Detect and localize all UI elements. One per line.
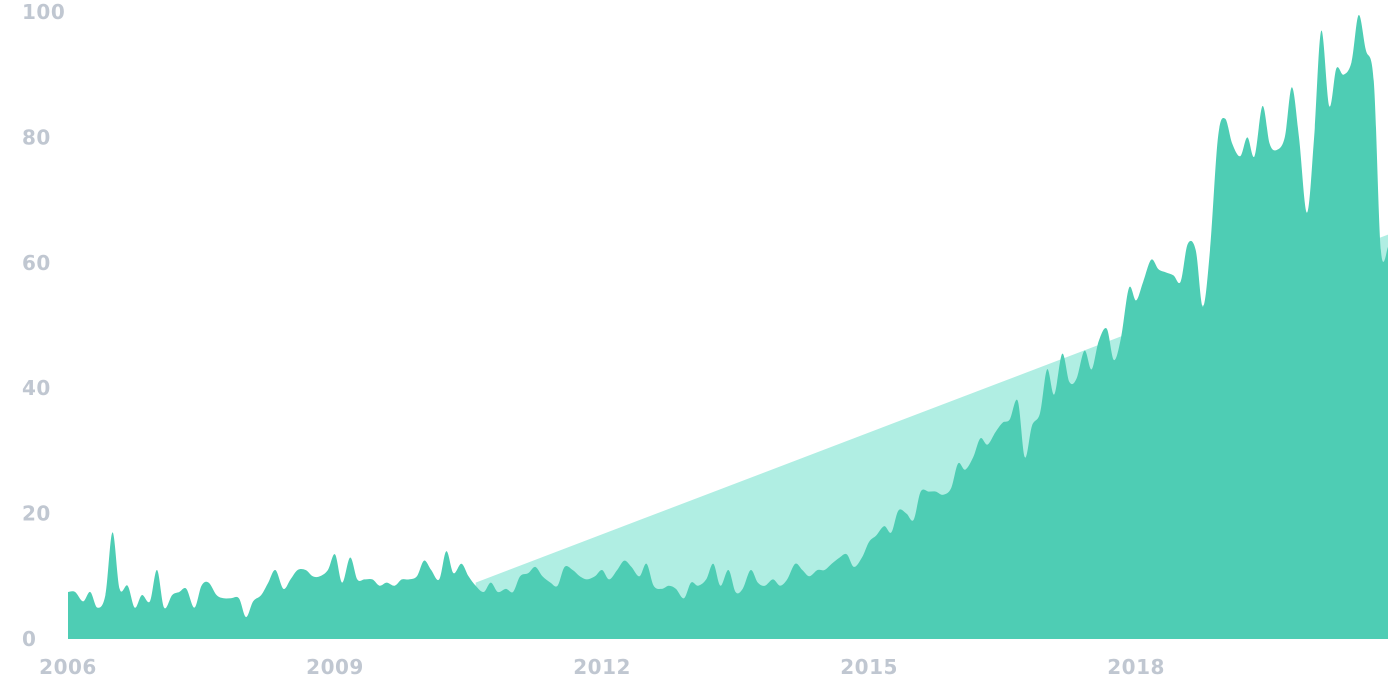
plot-area <box>68 15 1388 640</box>
y-tick-label: 0 <box>22 627 36 651</box>
series-area <box>68 15 1388 640</box>
x-tick-label: 2018 <box>1107 655 1165 679</box>
x-tick-label: 2009 <box>306 655 364 679</box>
x-axis: 2006 2009 2012 2015 2018 <box>39 655 1165 679</box>
y-tick-label: 60 <box>22 251 51 275</box>
y-axis: 0 20 40 60 80 100 <box>22 0 65 651</box>
y-tick-label: 40 <box>22 376 51 400</box>
y-tick-label: 20 <box>22 502 51 526</box>
x-tick-label: 2015 <box>840 655 898 679</box>
y-tick-label: 100 <box>22 0 65 24</box>
x-tick-label: 2012 <box>573 655 631 679</box>
y-tick-label: 80 <box>22 125 51 149</box>
x-tick-label: 2006 <box>39 655 97 679</box>
